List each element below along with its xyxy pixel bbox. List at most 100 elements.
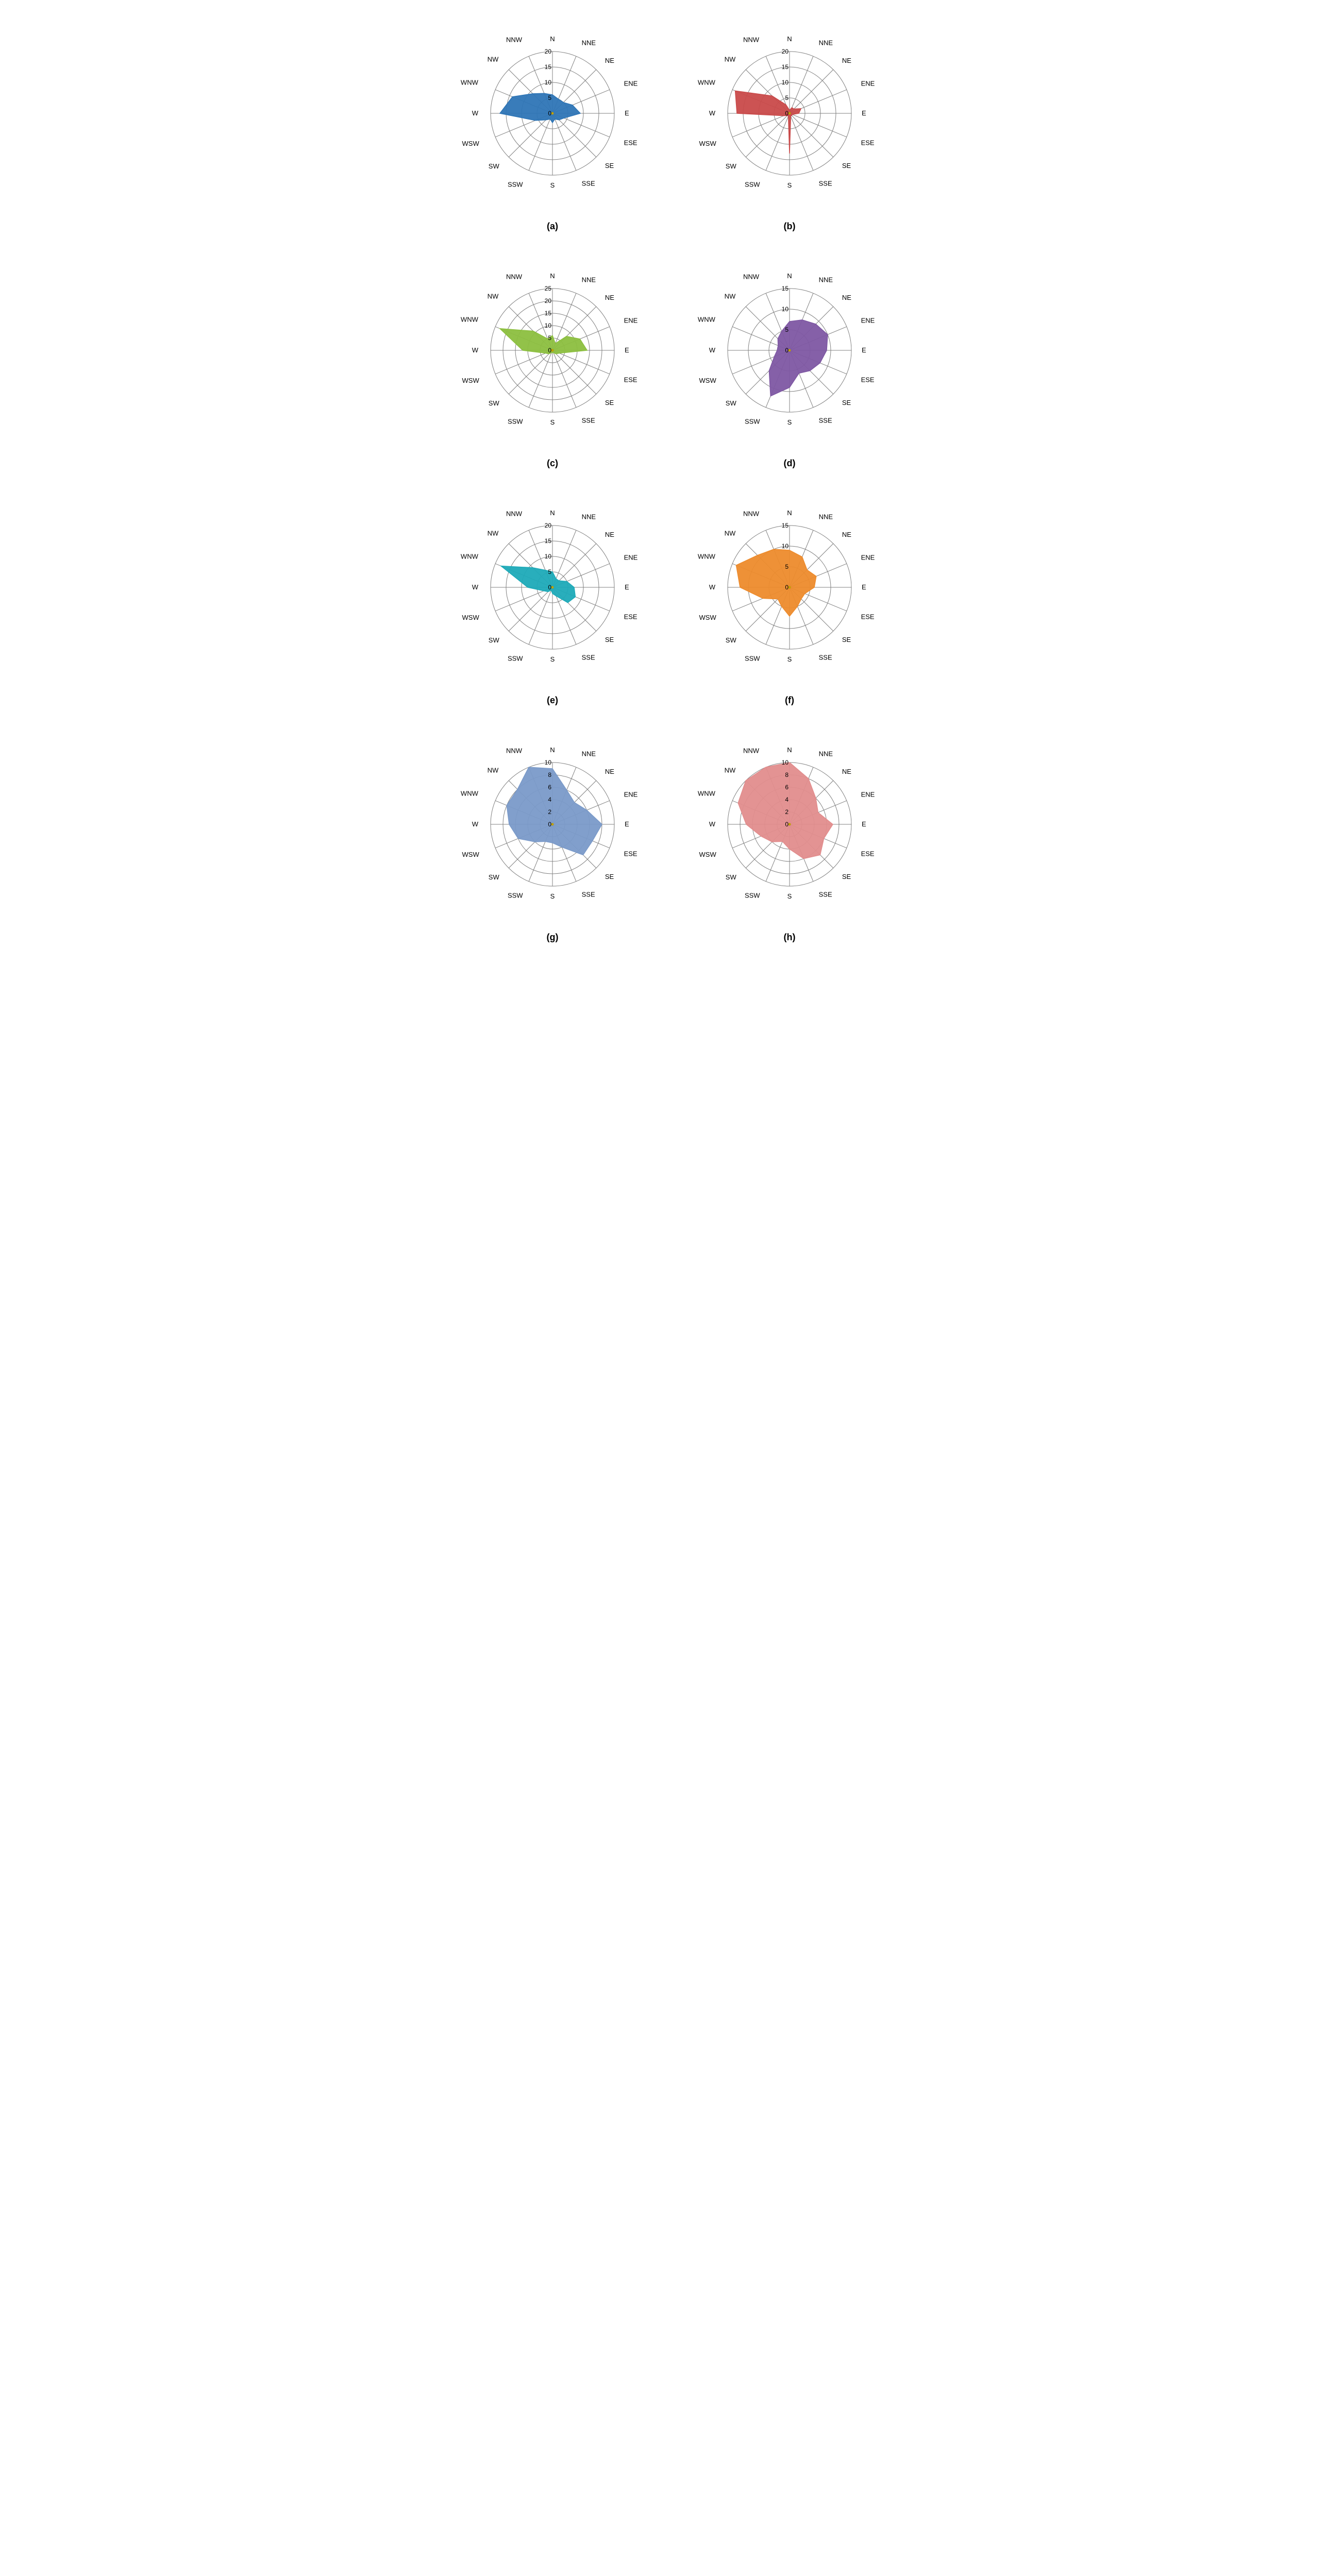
direction-label: E <box>862 583 866 591</box>
direction-label: SSE <box>819 891 832 899</box>
radial-tick-label: 0 <box>785 821 789 828</box>
direction-label: SSW <box>508 892 523 900</box>
direction-label: NNW <box>743 747 760 755</box>
direction-label: NNW <box>743 36 760 44</box>
direction-label: E <box>862 346 866 354</box>
direction-label: WSW <box>462 140 480 147</box>
direction-label: N <box>787 509 792 517</box>
radial-tick-label: 6 <box>548 784 551 791</box>
direction-label: NNW <box>743 273 760 281</box>
direction-label: NNE <box>582 750 596 757</box>
direction-label: W <box>709 109 716 117</box>
direction-label: NNE <box>819 750 833 757</box>
direction-label: SSW <box>745 181 760 189</box>
direction-label: S <box>550 892 555 900</box>
charts-grid: 05101520NNNENEENEEESESESSESSSWSWWSWWWNWN… <box>439 10 903 943</box>
direction-label: NE <box>842 768 851 775</box>
direction-label: E <box>862 109 866 117</box>
direction-label: NNE <box>819 513 833 520</box>
radial-tick-label: 20 <box>545 48 552 55</box>
radial-tick-label: 20 <box>545 297 552 304</box>
chart-wrap-d: 051015NNNENEENEEESESESSESSSWSWWSWWWNWNWN… <box>686 247 893 456</box>
direction-label: WNW <box>698 78 716 86</box>
direction-label: W <box>472 346 479 354</box>
radial-tick-label: 10 <box>782 543 789 550</box>
chart-wrap-c: 0510152025NNNENEENEEESESESSESSSWSWWSWWWN… <box>449 247 656 456</box>
chart-wrap-b: 05101520NNNENEENEEESESESSESSSWSWWSWWWNWN… <box>686 10 893 219</box>
radial-tick-label: 10 <box>782 79 789 86</box>
chart-caption-b: (b) <box>784 221 796 232</box>
direction-label: NW <box>725 292 736 300</box>
direction-label: ESE <box>861 139 875 146</box>
chart-wrap-g: 0246810NNNENEENEEESESESSESSSWSWWSWWWNWNW… <box>449 721 656 930</box>
center-marker <box>789 349 791 352</box>
direction-label: SW <box>489 873 500 881</box>
direction-label: NE <box>605 294 614 301</box>
direction-label: NE <box>842 531 851 538</box>
chart-caption-c: (c) <box>547 458 558 469</box>
center-marker <box>551 823 554 826</box>
direction-label: E <box>862 820 866 828</box>
chart-cell-b: 05101520NNNENEENEEESESESSESSSWSWWSWWWNWN… <box>676 10 903 232</box>
direction-label: WSW <box>699 140 717 147</box>
radar-chart-b: 05101520NNNENEENEEESESESSESSSWSWWSWWWNWN… <box>686 10 893 216</box>
direction-label: N <box>550 272 555 280</box>
direction-label: ENE <box>624 80 638 88</box>
direction-label: SE <box>605 399 614 406</box>
direction-label: WNW <box>461 78 479 86</box>
direction-label: ESE <box>861 613 875 620</box>
direction-label: SE <box>842 162 851 170</box>
direction-label: SSE <box>582 417 595 425</box>
direction-label: SSE <box>819 654 832 662</box>
direction-label: NE <box>605 531 614 538</box>
direction-label: N <box>787 35 792 43</box>
direction-label: N <box>787 272 792 280</box>
radar-chart-g: 0246810NNNENEENEEESESESSESSSWSWWSWWWNWNW… <box>449 721 656 927</box>
radial-tick-label: 10 <box>782 306 789 313</box>
radial-tick-label: 0 <box>548 821 551 828</box>
direction-label: WSW <box>699 377 717 384</box>
direction-label: N <box>550 746 555 754</box>
radial-tick-label: 6 <box>785 784 789 791</box>
direction-label: NNW <box>506 510 523 518</box>
radar-chart-h: 0246810NNNENEENEEESESESSESSSWSWWSWWWNWNW… <box>686 721 893 927</box>
direction-label: S <box>787 181 792 189</box>
direction-label: ESE <box>624 376 638 383</box>
radial-tick-label: 0 <box>785 110 789 117</box>
direction-label: S <box>550 655 555 663</box>
direction-label: NW <box>488 529 499 537</box>
direction-label: WSW <box>699 851 717 858</box>
direction-label: NNE <box>819 39 833 46</box>
direction-label: ESE <box>624 850 638 857</box>
chart-caption-e: (e) <box>547 695 558 706</box>
direction-label: SE <box>842 399 851 406</box>
direction-label: SE <box>605 162 614 170</box>
direction-label: NNW <box>506 747 523 755</box>
direction-label: E <box>625 109 629 117</box>
direction-label: S <box>787 655 792 663</box>
direction-label: NNE <box>819 276 833 283</box>
direction-label: NNW <box>506 36 523 44</box>
radial-tick-label: 4 <box>785 796 789 803</box>
direction-label: WNW <box>461 789 479 797</box>
direction-label: NW <box>725 55 736 63</box>
direction-label: ENE <box>861 317 875 325</box>
radar-chart-d: 051015NNNENEENEEESESESSESSSWSWWSWWWNWNWN… <box>686 247 893 453</box>
direction-label: W <box>472 820 479 828</box>
radial-tick-label: 10 <box>545 759 552 766</box>
direction-label: WSW <box>462 614 480 621</box>
direction-label: SW <box>489 399 500 407</box>
chart-cell-a: 05101520NNNENEENEEESESESSESSSWSWWSWWWNWN… <box>439 10 666 232</box>
chart-cell-e: 05101520NNNENEENEEESESESSESSSWSWWSWWWNWN… <box>439 484 666 706</box>
radial-tick-label: 5 <box>785 563 789 570</box>
direction-label: WSW <box>462 851 480 858</box>
direction-label: SE <box>605 636 614 643</box>
direction-label: NW <box>488 292 499 300</box>
radial-tick-label: 0 <box>548 584 551 591</box>
direction-label: N <box>787 746 792 754</box>
direction-label: NW <box>488 766 499 774</box>
direction-label: NNW <box>743 510 760 518</box>
radial-tick-label: 10 <box>782 759 789 766</box>
direction-label: SSW <box>508 181 523 189</box>
direction-label: ENE <box>624 317 638 325</box>
